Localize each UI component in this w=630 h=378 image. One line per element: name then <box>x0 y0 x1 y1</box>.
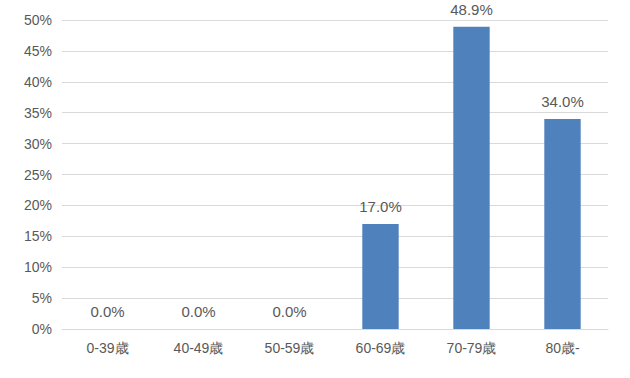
svg-text:0.0%: 0.0% <box>90 303 124 320</box>
svg-text:15%: 15% <box>24 228 52 244</box>
svg-text:70-79歳: 70-79歳 <box>447 340 497 356</box>
svg-text:25%: 25% <box>24 167 52 183</box>
svg-text:5%: 5% <box>32 290 52 306</box>
svg-text:0.0%: 0.0% <box>181 303 215 320</box>
svg-text:0-39歳: 0-39歳 <box>86 340 128 356</box>
svg-text:50-59歳: 50-59歳 <box>265 340 315 356</box>
svg-text:48.9%: 48.9% <box>450 1 493 18</box>
svg-text:20%: 20% <box>24 197 52 213</box>
svg-text:50%: 50% <box>24 12 52 28</box>
svg-text:60-69歳: 60-69歳 <box>356 340 406 356</box>
svg-text:45%: 45% <box>24 43 52 59</box>
svg-text:80歳-: 80歳- <box>545 340 580 356</box>
svg-text:0.0%: 0.0% <box>272 303 306 320</box>
svg-text:40-49歳: 40-49歳 <box>174 340 224 356</box>
svg-text:0%: 0% <box>32 321 52 337</box>
svg-text:40%: 40% <box>24 74 52 90</box>
svg-text:34.0%: 34.0% <box>541 93 584 110</box>
svg-text:17.0%: 17.0% <box>359 198 402 215</box>
svg-text:35%: 35% <box>24 105 52 121</box>
svg-text:30%: 30% <box>24 136 52 152</box>
svg-text:10%: 10% <box>24 259 52 275</box>
